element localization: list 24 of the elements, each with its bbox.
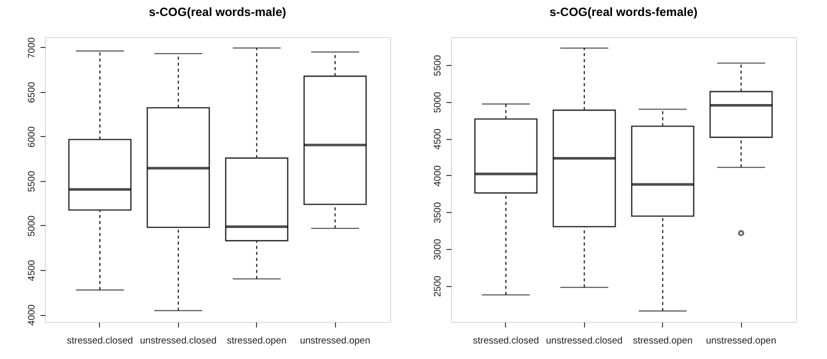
y-tick-label: 3000: [432, 238, 444, 260]
chart-title: s-COG(real words-male): [148, 4, 286, 19]
x-tick-label: stressed.closed: [472, 336, 539, 346]
y-tick-label: 4000: [432, 165, 444, 186]
y-tick-label: 5000: [432, 92, 444, 113]
y-tick-label: 2500: [432, 276, 444, 297]
y-tick-label: 4000: [26, 304, 38, 326]
y-tick-label: 4500: [432, 128, 444, 150]
y-tick-label: 5500: [26, 170, 38, 192]
y-tick-label: 3500: [432, 202, 444, 224]
x-tick-label: unstressed.closed: [140, 336, 217, 346]
x-tick-label: stressed.open: [226, 336, 287, 346]
x-tick-label: stressed.open: [632, 336, 693, 346]
y-tick-label: 4500: [26, 260, 38, 282]
y-tick-label: 5500: [432, 55, 444, 76]
y-tick-label: 6500: [26, 82, 38, 104]
y-tick-label: 7000: [26, 37, 38, 58]
y-tick-label: 5000: [26, 215, 38, 237]
y-tick-label: 6000: [26, 126, 38, 148]
x-tick-label: unstressed.open: [300, 336, 370, 346]
x-tick-label: unstressed.closed: [546, 336, 623, 346]
x-tick-label: unstressed.open: [706, 336, 776, 346]
chart-title: s-COG(real words-female): [549, 5, 698, 19]
x-tick-label: stressed.closed: [66, 336, 133, 346]
